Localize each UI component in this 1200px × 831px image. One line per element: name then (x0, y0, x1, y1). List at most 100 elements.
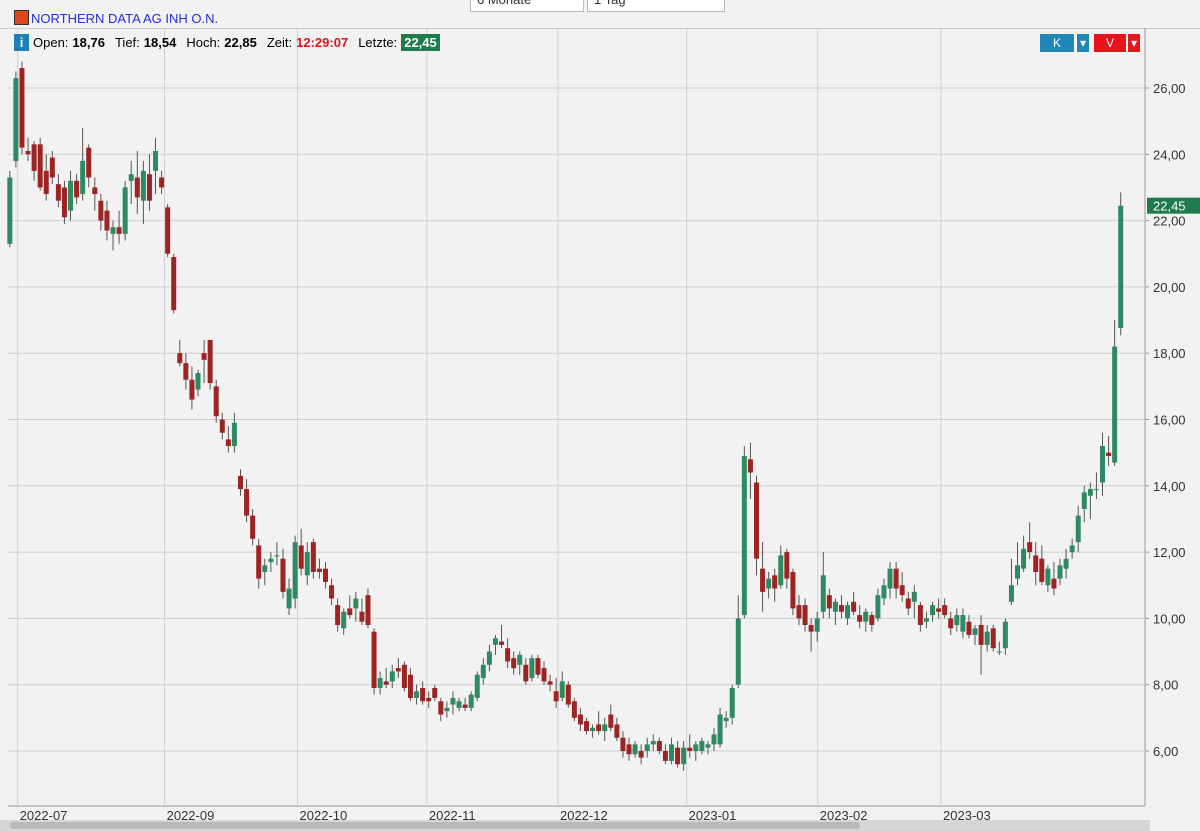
candle-body (426, 697, 432, 702)
x-tick-label: 2022-11 (429, 808, 476, 823)
candle-body (134, 177, 140, 198)
candle-body (559, 681, 565, 698)
y-tick-label: 16,00 (1153, 412, 1186, 427)
candle-body (1063, 558, 1069, 569)
candle-body (1081, 492, 1087, 509)
y-tick-label: 18,00 (1153, 346, 1186, 361)
candle-body (996, 651, 1002, 653)
candle-body (359, 611, 365, 622)
candle-body (711, 734, 717, 745)
candle-body (146, 174, 152, 201)
last-price-tag (1147, 197, 1200, 214)
candle-body (675, 747, 681, 765)
candle-body (31, 144, 37, 171)
candle-body (171, 257, 177, 311)
candle-body (104, 210, 110, 231)
candle-body (511, 658, 517, 669)
buy-menu[interactable]: ▾ (1076, 34, 1089, 52)
candle-body (784, 552, 790, 579)
candle-body (1087, 489, 1093, 496)
interval-select[interactable]: 1 Tag (587, 0, 725, 12)
x-tick-label: 2022-10 (300, 808, 348, 823)
candle-body (438, 701, 444, 715)
candle-body (505, 648, 511, 662)
candle-body (183, 363, 189, 380)
candle-body (68, 180, 74, 211)
x-tick-label: 2022-12 (560, 808, 608, 823)
open-label: Open: (33, 35, 69, 50)
y-tick-label: 6,00 (1153, 744, 1178, 759)
candle-body (420, 687, 426, 702)
candle-body (153, 150, 159, 171)
candle-body (310, 542, 316, 572)
candle-body (778, 555, 784, 586)
candle-body (92, 187, 98, 195)
scrollbar-thumb[interactable] (10, 822, 860, 829)
candle-body (335, 605, 341, 626)
y-tick-label: 26,00 (1153, 81, 1186, 96)
candle-body (395, 668, 401, 672)
candle-body (389, 671, 395, 682)
candle-body (19, 68, 25, 148)
candle-body (808, 625, 814, 632)
candle-body (735, 618, 741, 685)
sell-menu[interactable]: ▾ (1127, 34, 1140, 52)
info-icon[interactable]: i (14, 34, 29, 51)
candle-body (1051, 578, 1057, 589)
candle-body (201, 353, 207, 360)
candle-body (1069, 545, 1075, 553)
time-label: Zeit: (266, 35, 293, 50)
candle-body (1033, 555, 1039, 572)
sell-button[interactable]: V (1094, 34, 1126, 52)
candle-body (414, 691, 420, 698)
candle-body (432, 687, 438, 698)
candle-body (237, 475, 243, 490)
candle-body (820, 575, 826, 612)
candle-body (802, 605, 808, 626)
color-swatch (14, 10, 29, 25)
high-label: Hoch: (186, 35, 221, 50)
candle-body (25, 150, 31, 155)
candle-body (61, 187, 67, 218)
high-value: 22,85 (224, 35, 257, 50)
time-value: 12:29:07 (296, 35, 349, 50)
last-value: 22,45 (401, 34, 440, 51)
candle-body (650, 741, 656, 745)
candle-body (219, 419, 225, 433)
candle-body (553, 691, 559, 702)
candle-body (590, 727, 596, 732)
candle-body (462, 704, 468, 708)
candle-body (887, 568, 893, 589)
candle-body (602, 724, 608, 732)
candle-body (1100, 446, 1106, 483)
candle-body (316, 568, 322, 572)
candle-body (292, 542, 298, 599)
candle-body (492, 638, 498, 645)
y-tick-label: 20,00 (1153, 280, 1186, 295)
y-tick-label: 22,00 (1153, 214, 1186, 229)
candle-body (383, 681, 389, 685)
last-label: Letzte: (358, 35, 398, 50)
candle-body (881, 585, 887, 599)
y-tick-label: 24,00 (1153, 147, 1186, 162)
candle-body (304, 552, 310, 576)
candle-body (1021, 548, 1027, 569)
instrument-title: NORTHERN DATA AG INH O.N. (31, 11, 219, 26)
candle-body (480, 664, 486, 679)
candle-body (669, 744, 675, 761)
candle-body (875, 595, 881, 619)
candle-body (43, 170, 49, 195)
period-select[interactable]: 6 Monate (470, 0, 584, 12)
x-tick-label: 2022-09 (167, 808, 215, 823)
candle-body (55, 184, 61, 201)
candle-body (37, 144, 43, 188)
candle-body (286, 588, 292, 609)
candle-body (905, 598, 911, 609)
candle-body (936, 608, 942, 612)
candle-body (796, 605, 802, 619)
buy-button[interactable]: K (1040, 34, 1074, 52)
candle-body (268, 558, 274, 563)
candle-body (832, 601, 838, 612)
candle-body (116, 227, 122, 234)
